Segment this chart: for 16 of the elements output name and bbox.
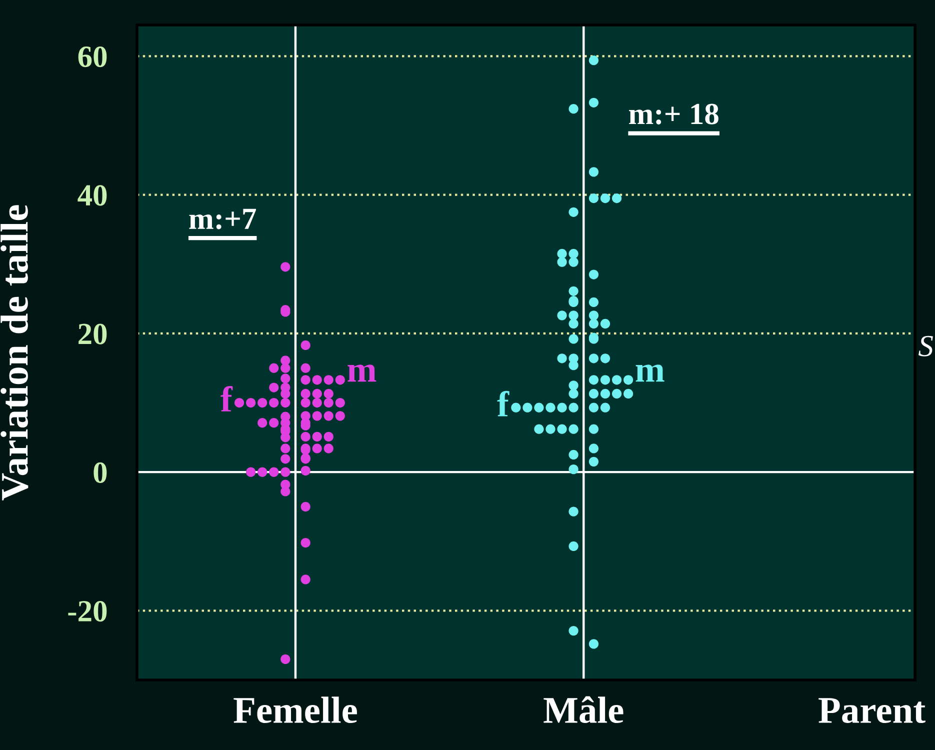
x-tick-label: Femelle — [234, 696, 357, 724]
annotation: f — [497, 390, 510, 416]
annotation: f — [220, 386, 233, 412]
y-tick-label: 40 — [78, 185, 107, 206]
text: S — [918, 336, 933, 356]
y-axis-title: Variation de taille — [0, 205, 28, 500]
y-tick-label: 60 — [78, 46, 107, 68]
annotation: m — [636, 364, 664, 382]
y-tick-label: 0 — [94, 462, 107, 483]
x-tick-label: Parent — [818, 698, 926, 724]
annotation: m:+ 18 — [629, 104, 718, 124]
y-tick-label: 20 — [78, 324, 107, 344]
y-tick-label: -20 — [68, 600, 107, 622]
annotation: m:+7 — [189, 208, 256, 230]
annotation: m — [348, 364, 376, 382]
x-tick-label: Mâle — [544, 696, 624, 724]
